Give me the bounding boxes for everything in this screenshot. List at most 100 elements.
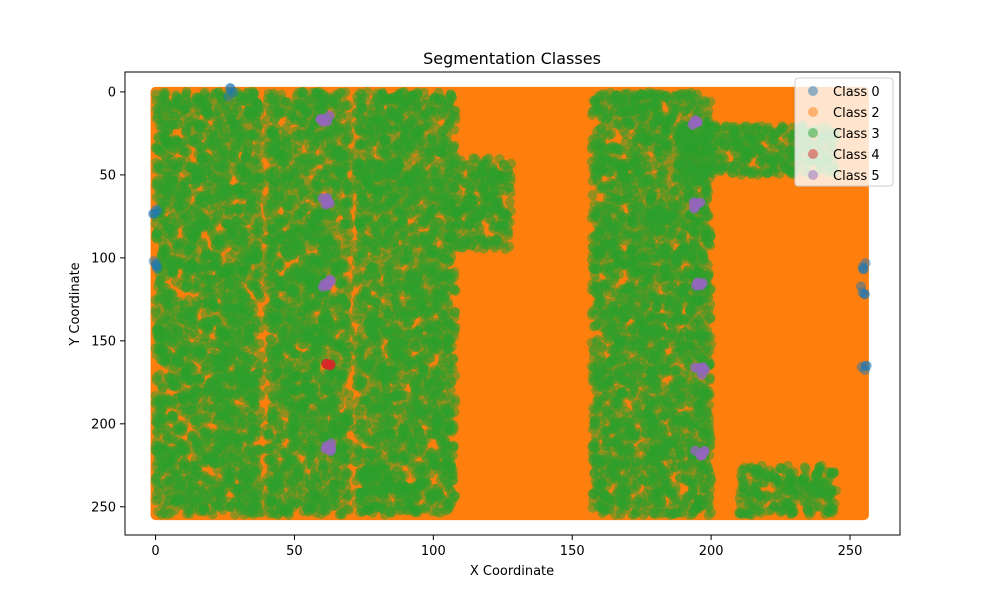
class-3-point <box>309 345 320 356</box>
class-3-point <box>254 338 265 349</box>
class-3-point <box>250 281 261 292</box>
class-3-point <box>222 329 233 340</box>
class-3-point <box>287 405 298 416</box>
class-3-point <box>276 433 286 444</box>
class-3-point <box>284 279 295 290</box>
class-3-point <box>272 404 283 415</box>
class-3-point <box>321 252 331 263</box>
class-3-point <box>341 262 352 273</box>
class-3-point <box>235 163 246 173</box>
class-3-point <box>305 452 316 462</box>
class-3-point <box>291 459 302 470</box>
class-3-point <box>306 313 317 324</box>
class-3-point <box>297 276 308 287</box>
class-3-point <box>315 102 326 113</box>
class-3-point <box>298 266 309 277</box>
class-3-point <box>194 122 204 133</box>
class-3-point <box>173 156 184 167</box>
class-3-point <box>175 474 186 485</box>
class-3-point <box>203 429 214 440</box>
class-3-point <box>247 375 258 386</box>
class-3-point <box>245 130 256 141</box>
class-3-point <box>330 179 341 190</box>
class-3-point <box>337 450 348 461</box>
class-3-point <box>213 339 224 350</box>
class-3-point <box>215 457 226 468</box>
class-3-point <box>240 365 251 376</box>
class-3-point <box>161 456 172 467</box>
class-3-point <box>344 129 355 140</box>
class-3-point <box>245 194 256 205</box>
class-3-point <box>188 215 199 226</box>
class-3-point <box>177 393 188 404</box>
class-3-point <box>246 204 257 215</box>
class-3-point <box>316 268 327 279</box>
class-3-point <box>177 257 188 268</box>
class-3-point <box>151 95 162 106</box>
class-3-point <box>330 397 340 407</box>
class-3-point <box>179 328 190 339</box>
class-3-point <box>177 500 187 511</box>
class-3-point <box>174 208 185 218</box>
class-3-point <box>151 328 162 339</box>
class-3-point <box>329 130 340 141</box>
class-3-point <box>269 99 280 110</box>
class-3-point <box>241 292 252 303</box>
class-3-point <box>187 493 198 504</box>
class-3-point <box>255 293 266 303</box>
class-3-point <box>305 362 316 373</box>
class-3-point <box>269 158 280 169</box>
class-3-point <box>236 463 247 473</box>
class-3-point <box>306 333 317 344</box>
class-3-point <box>197 485 208 496</box>
class-3-point <box>315 176 326 187</box>
class-3-point <box>324 385 335 396</box>
class-3-point <box>237 444 248 455</box>
class-3-point <box>189 133 200 144</box>
class-3-point <box>153 109 163 120</box>
class-3-point <box>282 384 293 395</box>
class-3-point <box>303 372 314 383</box>
class-3-point <box>179 188 190 199</box>
class-3-point <box>168 111 179 122</box>
class-3-point <box>241 500 252 511</box>
class-3-point <box>152 426 162 437</box>
class-3-point <box>320 210 331 221</box>
class-3-point <box>235 489 246 500</box>
class-3-point <box>296 87 307 98</box>
class-3-point <box>226 227 237 238</box>
class-3-point <box>264 454 275 465</box>
class-3-point <box>151 313 162 324</box>
class-3-point <box>157 118 168 129</box>
class-3-point <box>167 411 177 421</box>
class-3-point <box>161 430 172 441</box>
class-3-point <box>281 141 292 152</box>
class-3-point <box>292 498 303 509</box>
class-3-point <box>318 322 329 333</box>
class-3-point <box>182 226 193 237</box>
class-3-point <box>225 294 236 305</box>
class-3-point <box>181 127 192 138</box>
class-3-point <box>250 431 261 442</box>
class-3-point <box>262 203 273 214</box>
class-3-point <box>316 403 327 414</box>
class-3-point <box>213 437 224 448</box>
class-3-point <box>268 270 279 281</box>
class-3-point <box>262 314 273 325</box>
class-3-point <box>234 377 245 388</box>
class-3-point <box>154 146 165 157</box>
class-3-point <box>193 274 203 285</box>
class-3-point <box>155 478 166 489</box>
class-3-point <box>225 388 236 399</box>
class-3-point <box>212 119 223 130</box>
class-3-point <box>274 216 285 227</box>
class-3-point <box>256 351 266 362</box>
class-3-point <box>334 88 345 99</box>
class-3-point <box>315 472 325 483</box>
class-3-point <box>235 307 246 317</box>
class-3-point <box>154 292 165 303</box>
class-3-point <box>308 440 319 451</box>
class-3-point <box>274 386 285 396</box>
class-3-point <box>215 165 226 176</box>
class-3-point <box>249 88 260 99</box>
